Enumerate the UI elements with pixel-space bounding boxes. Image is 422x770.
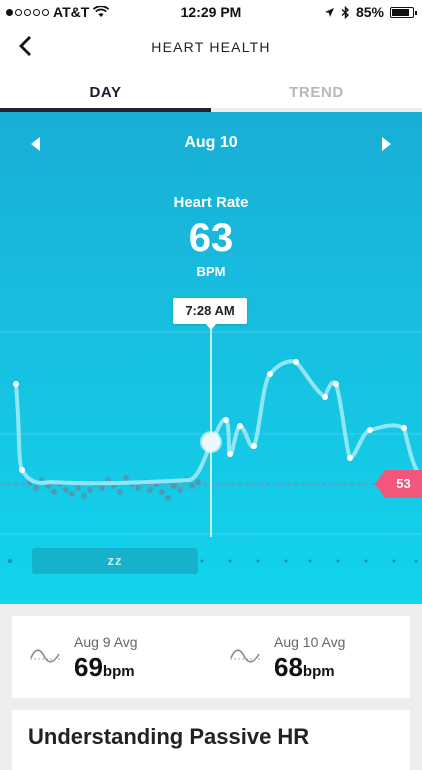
heart-rate-unit: BPM xyxy=(196,264,226,279)
avg-label: Aug 10 Avg xyxy=(274,634,346,650)
heart-wave-icon xyxy=(30,649,60,663)
wifi-icon xyxy=(93,6,110,17)
heart-rate-line xyxy=(14,359,422,486)
time-tooltip: 7:28 AM xyxy=(173,298,247,330)
heart-rate-chart[interactable] xyxy=(0,112,422,604)
avg-label: Aug 9 Avg xyxy=(74,634,138,650)
carrier-label: AT&T xyxy=(53,4,90,20)
timeline-ticks xyxy=(8,559,418,563)
bluetooth-icon xyxy=(341,5,349,19)
page-title: HEART HEALTH xyxy=(151,39,271,55)
scrubber-handle xyxy=(200,431,222,453)
status-bar: AT&T 12:29 PM 85% xyxy=(0,0,422,24)
location-icon xyxy=(324,7,334,17)
battery-icon xyxy=(390,6,417,18)
avg-value: 68bpm xyxy=(274,652,335,682)
tab-day[interactable]: DAY xyxy=(0,70,211,112)
current-date: Aug 10 xyxy=(184,134,238,151)
heart-rate-points xyxy=(13,359,407,473)
avg-value: 69bpm xyxy=(74,652,135,682)
current-hr-badge: 53 xyxy=(375,470,422,498)
sleep-period-bar[interactable]: zz xyxy=(32,548,198,574)
back-chevron-icon[interactable] xyxy=(14,34,38,58)
status-left: AT&T xyxy=(6,4,110,20)
averages-card: Aug 9 Avg 69bpm Aug 10 Avg 68bpm xyxy=(12,616,410,698)
previous-day-icon[interactable] xyxy=(28,136,44,152)
understanding-passive-hr-card[interactable]: Understanding Passive HR xyxy=(12,710,410,770)
section-title: Understanding Passive HR xyxy=(28,724,310,749)
signal-icon xyxy=(6,8,49,16)
tab-trend[interactable]: TREND xyxy=(211,70,422,112)
status-right: 85% xyxy=(324,4,417,20)
heart-rate-value: 63 xyxy=(188,216,234,260)
nav-bar: HEART HEALTH xyxy=(0,24,422,70)
battery-percent: 85% xyxy=(355,4,384,20)
heart-wave-icon xyxy=(230,649,260,663)
heart-rate-panel: Aug 10 Heart Rate 63 BPM 7:28 AM 53 zz xyxy=(0,112,422,604)
heart-rate-label: Heart Rate xyxy=(173,194,249,211)
date-navigator: Aug 10 xyxy=(0,132,422,156)
next-day-icon[interactable] xyxy=(378,136,394,152)
status-time: 12:29 PM xyxy=(180,4,242,20)
tab-bar: DAY TREND xyxy=(0,70,422,112)
